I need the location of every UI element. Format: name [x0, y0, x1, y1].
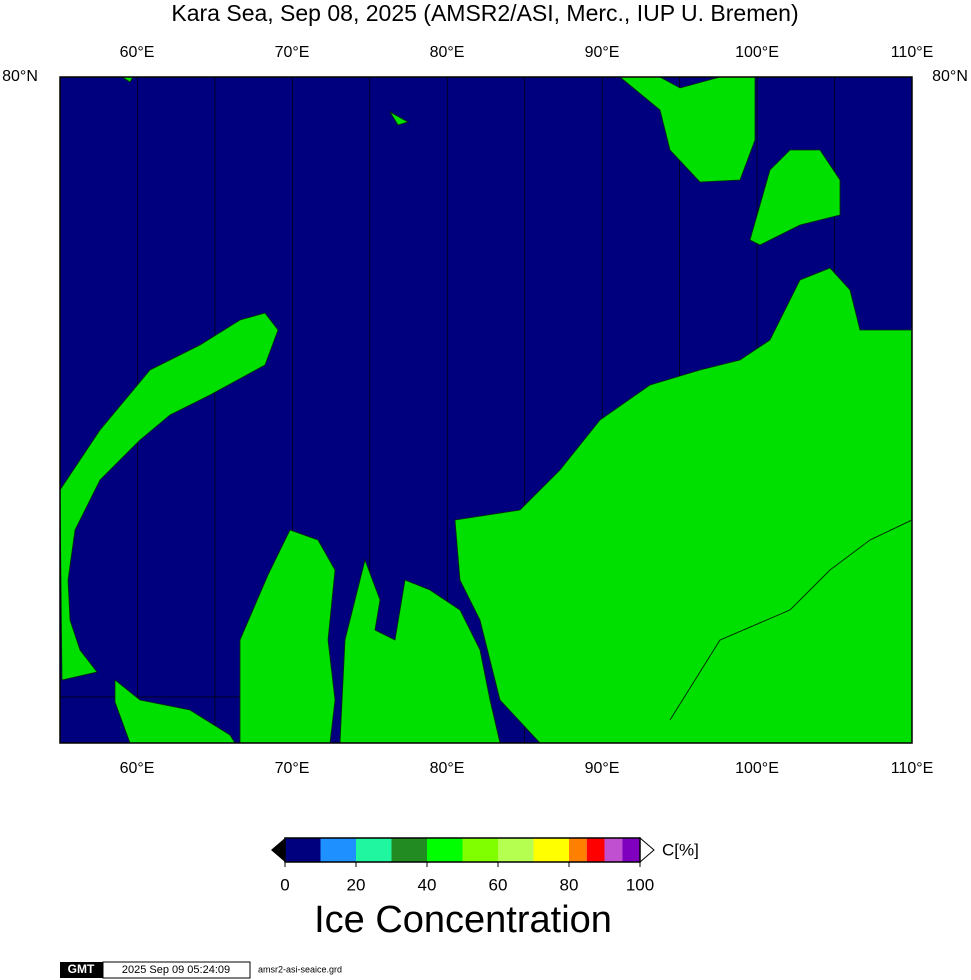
- lat-label: 80°N: [2, 68, 38, 85]
- colorbar: 0 20 40 60 80 100: [271, 836, 655, 894]
- colorbar-tick-label: 60: [489, 875, 508, 894]
- lon-label: 60°E: [120, 760, 155, 777]
- lon-label: 80°E: [430, 44, 465, 61]
- lon-label: 100°E: [735, 760, 779, 777]
- colorbar-tick-label: 40: [418, 875, 437, 894]
- colorbar-segment: [391, 838, 427, 862]
- colorbar-title: Ice Concentration: [314, 899, 612, 941]
- gmt-logo: [60, 962, 103, 978]
- colorbar-segment: [586, 838, 605, 862]
- timestamp: 2025 Sep 09 05:24:09: [122, 964, 230, 976]
- lon-label: 80°E: [430, 760, 465, 777]
- colorbar-segment: [285, 838, 321, 862]
- colorbar-tick-label: 100: [626, 875, 654, 894]
- lon-label: 110°E: [891, 760, 934, 777]
- lon-label: 100°E: [735, 44, 779, 61]
- islet: [388, 110, 410, 126]
- colorbar-segment: [498, 838, 534, 862]
- lat-label: 80°N: [932, 68, 968, 85]
- colorbar-tick-label: 0: [280, 875, 289, 894]
- lon-label: 90°E: [585, 44, 620, 61]
- colorbar-unit: C[%]: [662, 840, 699, 859]
- vaygach: [114, 679, 236, 744]
- lon-label: 70°E: [275, 760, 310, 777]
- colorbar-under: [271, 838, 285, 862]
- file-name: amsr2-asi-seaice.grd: [258, 964, 342, 974]
- map-frame: [59, 76, 913, 744]
- lon-label: 70°E: [275, 44, 310, 61]
- title: Kara Sea, Sep 08, 2025 (AMSR2/ASI, Merc.…: [171, 0, 798, 26]
- colorbar-segment: [427, 838, 463, 862]
- colorbar-segment: [533, 838, 569, 862]
- timestamp-box: [102, 961, 251, 979]
- lon-label: 110°E: [891, 44, 934, 61]
- gydan: [339, 558, 501, 744]
- severnaya-zemlya-1: [618, 76, 756, 183]
- gmt-logo-text: GMT: [68, 962, 95, 976]
- colorbar-segment: [462, 838, 498, 862]
- map: [59, 76, 913, 744]
- colorbar-tick-label: 20: [347, 875, 366, 894]
- lon-label: 90°E: [585, 760, 620, 777]
- colorbar-segment: [356, 838, 392, 862]
- colorbar-segment: [604, 838, 623, 862]
- novaya-zemlya: [59, 312, 279, 681]
- colorbar-segment: [569, 838, 587, 862]
- colorbar-segment: [622, 838, 640, 862]
- colorbar-frame: [284, 837, 641, 863]
- colorbar-over: [639, 836, 655, 864]
- lon-label: 60°E: [120, 44, 155, 61]
- severnaya-zemlya-2: [749, 149, 841, 246]
- colorbar-segment: [320, 838, 356, 862]
- coastline: [669, 519, 913, 721]
- colorbar-tick-label: 80: [560, 875, 579, 894]
- taymyr: [454, 267, 913, 744]
